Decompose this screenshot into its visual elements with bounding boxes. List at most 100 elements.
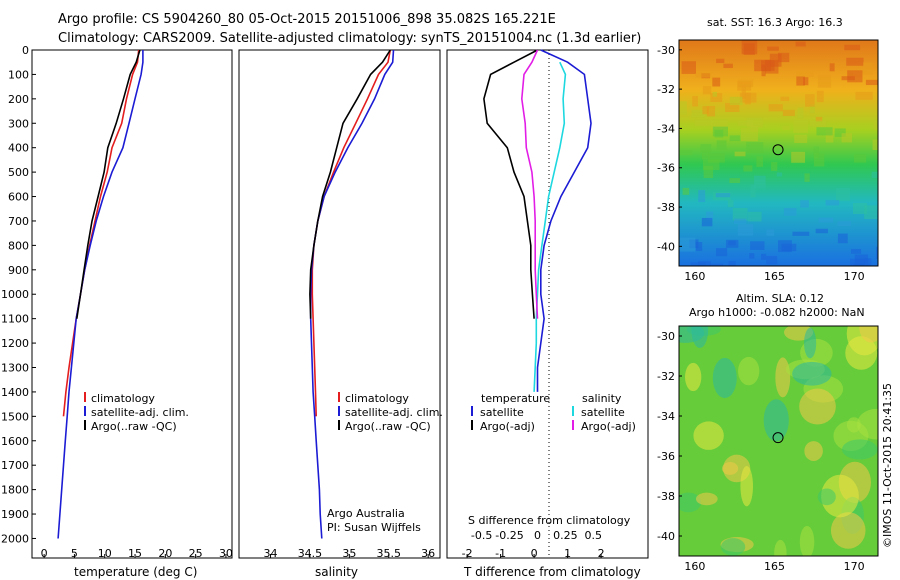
sst-cell — [739, 92, 757, 103]
legend-label-s-satellite: satellite — [581, 406, 625, 419]
sla-map-title: Altim. SLA: 0.12 — [736, 292, 824, 305]
series-line-argoadj — [520, 49, 539, 319]
salinity-xlabel: salinity — [315, 565, 358, 579]
sst-cell — [737, 224, 754, 236]
sla-eddy — [679, 492, 702, 513]
sst-cell — [780, 96, 790, 101]
sst-cell — [700, 144, 712, 153]
y-tick-label: 1300 — [1, 362, 29, 375]
sst-cell — [754, 175, 766, 189]
sst-cell — [706, 211, 714, 221]
s-tick-label: -0.5 — [471, 529, 492, 542]
sst-cell — [771, 162, 778, 171]
sst-cell — [702, 159, 720, 170]
map-y-tick-label: -34 — [657, 410, 675, 423]
sla-eddy — [695, 492, 718, 506]
sla-eddy — [817, 488, 836, 506]
sst-map-title: sat. SST: 16.3 Argo: 16.3 — [707, 16, 843, 29]
sst-cell — [873, 119, 878, 130]
sst-cell — [712, 77, 721, 87]
sst-cell — [708, 153, 725, 163]
s-tick-label: 0 — [534, 529, 541, 542]
header-line1: Argo profile: CS 5904260_80 05-Oct-2015 … — [58, 12, 556, 27]
y-tick-label: 800 — [8, 239, 29, 252]
sst-cell — [727, 199, 734, 208]
sst-cell — [692, 96, 698, 107]
sst-cell — [703, 165, 714, 179]
x-tick-label: 0 — [41, 547, 48, 560]
difference-xlabel: T difference from climatology — [463, 565, 641, 579]
sst-texture — [679, 40, 878, 266]
sst-cell — [804, 173, 810, 182]
sst-cell — [815, 116, 823, 122]
difference-lines — [483, 49, 592, 392]
series-line-argorawqc — [76, 49, 141, 319]
sst-cell — [854, 254, 869, 266]
y-tick-label: 1500 — [1, 410, 29, 423]
y-tick-label: 0 — [22, 44, 29, 57]
sst-cell — [716, 248, 728, 257]
sst-cell — [723, 63, 733, 69]
sst-cell — [679, 101, 687, 115]
sst-cell — [709, 263, 724, 266]
annotation-pi: PI: Susan Wijffels — [327, 521, 421, 534]
sst-cell — [767, 46, 779, 51]
sla-eddy — [712, 357, 737, 399]
imos-stamp: ©IMOS 11-Oct-2015 20:41:35 — [881, 383, 894, 548]
s-tick-label: 0.25 — [553, 529, 578, 542]
sst-cell — [715, 192, 731, 198]
sla-eddy — [774, 539, 787, 556]
sla-eddy — [740, 465, 754, 507]
sst-cell — [835, 188, 850, 201]
difference-legend: temperature salinity satellite Argo(-adj… — [471, 392, 636, 433]
y-tick-label: 1000 — [1, 288, 29, 301]
sst-cell — [702, 106, 709, 115]
sst-cell — [741, 85, 746, 99]
sst-cell — [756, 156, 763, 167]
sst-cell — [795, 41, 806, 47]
sla-eddy — [804, 441, 823, 461]
difference-panel: -2 -1 0 1 2 -0.5 -0.25 0 0.25 0.5 S difference f… — [446, 49, 649, 579]
series-line-satellite — [536, 49, 592, 392]
sst-cell — [681, 61, 696, 74]
sla-map: Altim. SLA: 0.12 Argo h1000: -0.082 h200… — [657, 292, 879, 573]
sst-cell — [729, 96, 743, 106]
map-y-tick-label: -40 — [657, 240, 675, 253]
sst-map: sat. SST: 16.3 Argo: 16.3 160 165 170 -30 -3… — [657, 16, 879, 283]
x-tick-label: 2 — [598, 547, 605, 560]
float-position-marker — [772, 432, 784, 444]
x-tick-label: 35 — [342, 547, 356, 560]
sst-cell — [809, 120, 827, 127]
sst-cell — [768, 104, 783, 112]
sst-cell — [766, 255, 778, 265]
sst-cell — [844, 44, 861, 51]
sst-cell — [841, 133, 853, 143]
sst-cell — [691, 110, 705, 118]
sst-cell — [710, 93, 723, 103]
difference-panel-frame — [446, 49, 649, 559]
y-tick-label: 300 — [8, 117, 29, 130]
sst-cell — [796, 70, 814, 78]
sst-cell — [872, 139, 878, 151]
legend-label-t-satellite: satellite — [480, 406, 524, 419]
sla-eddy — [691, 326, 709, 348]
sst-cell — [871, 171, 878, 179]
sla-eddy — [856, 408, 878, 440]
salinity-panel: 34 34.5 35 35.5 36 salinity climatology sate… — [238, 49, 443, 579]
sst-cell — [690, 262, 706, 266]
sla-eddy — [845, 336, 878, 370]
sst-cell — [679, 150, 693, 156]
sst-cell — [734, 151, 746, 157]
x-tick-label: 30 — [219, 547, 233, 560]
map-y-tick-label: -36 — [657, 162, 675, 175]
sst-cell — [796, 76, 805, 86]
sla-eddy — [830, 512, 866, 549]
sst-cell — [679, 237, 696, 252]
sst-cell — [782, 109, 795, 116]
temperature-y-ticks: 0 100 200 300 400 500 600 700 800 900 1000 1100 1200… — [1, 44, 36, 545]
sla-eddy — [775, 357, 791, 398]
map-x-tick-label: 160 — [684, 560, 705, 573]
sst-cell — [741, 40, 758, 55]
y-tick-label: 900 — [8, 264, 29, 277]
sla-eddy — [693, 421, 724, 450]
